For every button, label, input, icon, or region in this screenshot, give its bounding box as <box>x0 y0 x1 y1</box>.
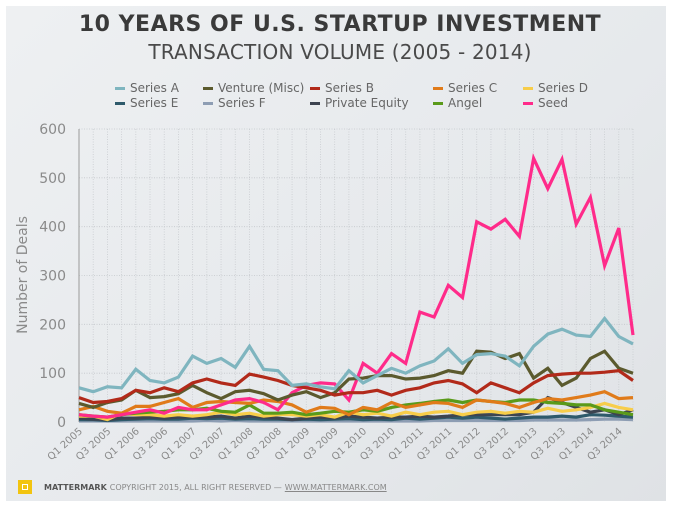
legend-item: Seed <box>523 96 568 110</box>
legend-label: Private Equity <box>325 96 409 110</box>
legend-swatch-icon <box>523 101 533 105</box>
footer: MATTERMARK COPYRIGHT 2015, ALL RIGHT RES… <box>18 480 387 494</box>
series-line-seed <box>78 153 635 419</box>
legend-label: Series C <box>448 81 498 95</box>
series-line-series-b <box>78 369 634 405</box>
legend-swatch-icon <box>203 101 213 105</box>
y-tick-label: 500 <box>39 171 66 187</box>
y-tick-label: 100 <box>39 366 66 382</box>
chart-title: 10 YEARS OF U.S. STARTUP INVESTMENT <box>78 12 602 37</box>
legend-swatch-icon <box>310 101 320 105</box>
footer-link[interactable]: WWW.MATTERMARK.COM <box>284 482 387 492</box>
legend-swatch-icon <box>203 86 213 90</box>
legend-label: Series F <box>218 96 266 110</box>
series-line-series-f <box>79 417 634 423</box>
legend-item: Series B <box>310 81 374 95</box>
y-tick-label: 600 <box>39 122 66 138</box>
legend-item: Series C <box>433 81 497 95</box>
legend-label: Venture (Misc) <box>218 81 305 95</box>
y-axis: 0 100 200 300 400 500 600 <box>39 122 66 431</box>
legend-item: Series D <box>523 81 588 95</box>
series-line-series-d <box>79 401 634 422</box>
legend-swatch-icon <box>433 86 443 90</box>
legend-swatch-icon <box>115 101 125 105</box>
legend-item: Series F <box>203 96 266 110</box>
y-axis-label: Number of Deals <box>15 216 31 334</box>
legend-item: Series A <box>115 81 179 95</box>
legend-item: Angel <box>433 96 482 110</box>
legend-swatch-icon <box>433 101 443 105</box>
chart-subtitle: TRANSACTION VOLUME (2005 - 2014) <box>148 40 532 64</box>
series-line-series-c <box>78 390 634 417</box>
legend-label: Series A <box>130 81 179 95</box>
legend-item: Venture (Misc) <box>203 81 304 95</box>
y-tick-label: 200 <box>39 317 66 333</box>
grid <box>78 128 634 422</box>
footer-copyright: COPYRIGHT 2015, ALL RIGHT RESERVED — <box>109 482 282 492</box>
legend-swatch-icon <box>115 86 125 90</box>
legend-label: Series D <box>538 81 588 95</box>
series-lines <box>78 153 635 423</box>
footer-brand: MATTERMARK <box>44 482 107 492</box>
legend-swatch-icon <box>523 86 533 90</box>
legend-label: Seed <box>538 96 568 110</box>
legend-item: Private Equity <box>310 96 409 110</box>
legend-swatch-icon <box>310 86 320 90</box>
y-tick-label: 400 <box>39 220 66 236</box>
legend-item: Series E <box>115 96 178 110</box>
series-line-series-a <box>78 315 634 394</box>
y-tick-label: 0 <box>57 415 66 431</box>
legend-label: Series E <box>130 96 179 110</box>
series-line-private-equity <box>78 395 634 422</box>
legend-label: Series B <box>325 81 374 95</box>
legend-label: Angel <box>448 96 483 110</box>
mattermark-logo-icon <box>18 480 32 494</box>
y-tick-label: 300 <box>39 269 66 285</box>
